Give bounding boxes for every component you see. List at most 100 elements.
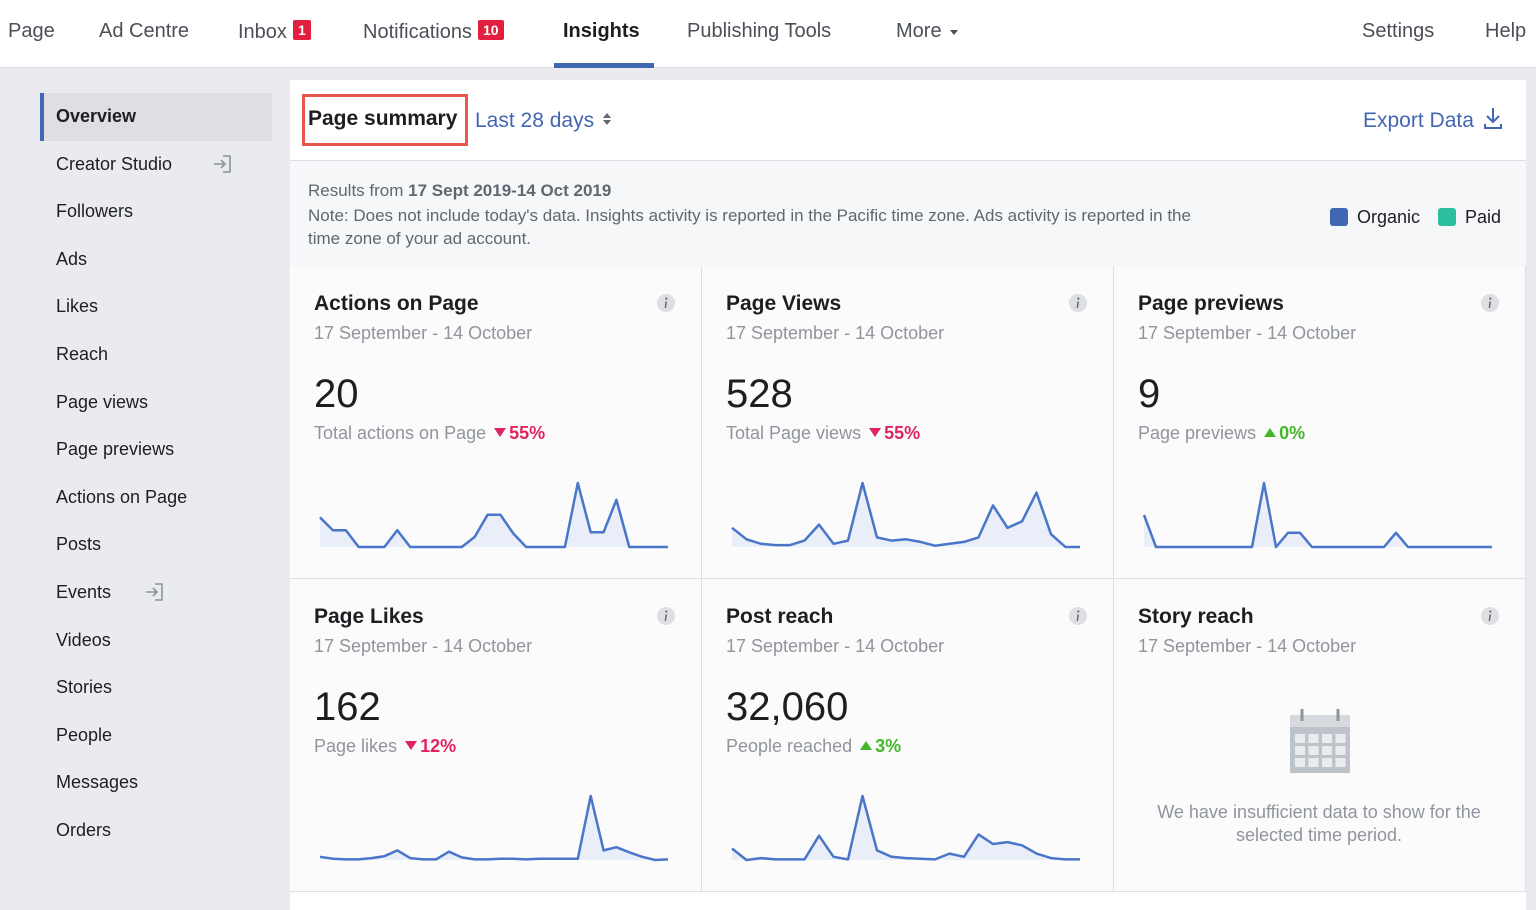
card-dates: 17 September - 14 October — [726, 323, 945, 343]
sidebar-item[interactable]: Reach — [56, 344, 109, 364]
info-icon[interactable] — [1068, 293, 1088, 313]
nav-item[interactable]: Page — [8, 20, 55, 43]
nav-item[interactable]: Publishing Tools — [687, 20, 831, 43]
nav-item[interactable]: Insights — [563, 20, 640, 43]
sidebar-item[interactable]: Ads — [56, 248, 88, 269]
nav-right-item[interactable]: Help — [1485, 20, 1527, 42]
sidebar-item[interactable]: Followers — [56, 201, 134, 222]
change-arrow — [869, 428, 882, 437]
sparkline-area — [732, 796, 1080, 860]
nav-label[interactable]: Publishing Tools — [687, 20, 832, 42]
card-title: Page Likes — [314, 605, 424, 628]
info-icon[interactable] — [656, 293, 676, 313]
card-caption-row: Total actions on Page 55% — [314, 423, 545, 444]
sparkline-line — [319, 481, 668, 549]
nav-label[interactable]: Page — [8, 20, 55, 42]
metric-card: Page previews 17 September - 14 October 9 P… — [1114, 266, 1526, 579]
sidebar-item[interactable]: Orders — [56, 820, 112, 840]
change: 3% — [860, 736, 901, 756]
card-caption-row: Total Page views 55% — [726, 423, 920, 444]
sidebar-item[interactable]: People — [56, 724, 113, 745]
card-caption-row: Page likes 12% — [314, 736, 456, 757]
legend-item: Organic — [1330, 207, 1420, 227]
cal-cell — [1295, 758, 1305, 767]
note: Note: Does not include today's data. Ins… — [308, 206, 1191, 248]
export-label[interactable]: Export Data — [1363, 109, 1474, 132]
nav-label[interactable]: Ad Centre — [99, 20, 190, 42]
card-value: 20 — [314, 372, 359, 416]
sidebar-item[interactable]: Videos — [56, 629, 111, 650]
nav-label[interactable]: More — [896, 20, 942, 42]
metric-card: Page Likes 17 September - 14 October 162 Pa… — [290, 579, 702, 892]
sidebar-item[interactable]: Page views — [56, 391, 149, 412]
nav-item[interactable]: Ad Centre — [99, 20, 189, 43]
sidebar-item[interactable]: Events — [56, 582, 112, 602]
cal-cell — [1335, 758, 1346, 767]
card-title: Actions on Page — [314, 292, 479, 315]
sidebar-item[interactable]: Actions on Page — [56, 486, 188, 507]
sidebar-item[interactable]: Messages — [56, 772, 139, 793]
sparkline — [319, 481, 668, 549]
metric-card: Post reach 17 September - 14 October 32,06… — [702, 579, 1114, 892]
sort-icon — [603, 113, 612, 125]
card-caption: Total actions on Page — [314, 423, 487, 443]
highlight-box — [302, 94, 468, 146]
nav-label[interactable]: Notifications — [363, 21, 472, 43]
export-button[interactable]: Export Data — [1363, 106, 1504, 133]
date-range-selector[interactable]: Last 28 days — [475, 109, 614, 133]
card-dates: 17 September - 14 October — [314, 636, 533, 656]
nav-item[interactable]: More — [896, 20, 960, 43]
card-caption-row: People reached 3% — [726, 736, 901, 757]
card-title: Page previews — [1138, 292, 1284, 315]
nav-label[interactable]: Inbox — [238, 21, 287, 43]
cal-cell — [1295, 746, 1305, 755]
sidebar-item[interactable]: Page previews — [56, 439, 175, 460]
sidebar-item[interactable]: Stories — [56, 677, 113, 698]
card-value: 9 — [1138, 372, 1161, 416]
badge: 10 — [477, 20, 504, 40]
info-glyph — [1488, 297, 1492, 308]
sparkline — [731, 481, 1080, 549]
nav-item[interactable]: Notifications 10 — [363, 20, 504, 44]
legend-label: Organic — [1357, 207, 1421, 227]
calendar-icon — [1290, 709, 1350, 773]
divider — [290, 160, 1526, 161]
empty-message: We have insufficient data to show for th… — [1157, 802, 1481, 845]
change-arrow — [1264, 428, 1277, 437]
card-title: Post reach — [726, 605, 834, 628]
sparkline-line — [731, 481, 1080, 549]
change-value: 55% — [509, 423, 546, 443]
info-icon[interactable] — [1068, 606, 1088, 626]
card-title: Story reach — [1138, 605, 1254, 628]
sidebar-active-bg — [40, 93, 272, 141]
nav-label[interactable]: Insights — [563, 20, 640, 42]
metric-card: Story reach 17 September - 14 October We h… — [1114, 579, 1526, 892]
info-icon[interactable] — [656, 606, 676, 626]
icon-shape — [146, 583, 163, 601]
nav-item[interactable]: Inbox 1 — [238, 20, 311, 44]
caret-shape — [949, 30, 958, 35]
info-icon[interactable] — [1480, 293, 1500, 313]
cal-cell — [1335, 734, 1346, 743]
change-value: 55% — [884, 423, 921, 443]
caret — [949, 30, 958, 35]
card-caption: Page likes — [314, 736, 398, 756]
info-glyph — [664, 297, 668, 308]
nav-right-item[interactable]: Settings — [1362, 20, 1435, 42]
info-glyph — [1488, 610, 1492, 621]
cal-cell — [1322, 746, 1332, 755]
change: 12% — [405, 736, 456, 756]
cal-top — [1290, 715, 1350, 727]
sparkline-area — [320, 796, 668, 860]
info-icon[interactable] — [1480, 606, 1500, 626]
sidebar-item[interactable]: Posts — [56, 534, 102, 555]
legend-swatch — [1438, 208, 1457, 226]
change-arrow — [860, 741, 873, 750]
cal-cell — [1322, 758, 1332, 767]
date-range[interactable]: Last 28 days — [475, 109, 595, 132]
sidebar-item[interactable]: Creator Studio — [56, 153, 173, 174]
sidebar-item[interactable]: Likes — [56, 296, 99, 317]
sparkline-line — [731, 794, 1080, 862]
sidebar-item[interactable]: Overview — [56, 106, 137, 126]
